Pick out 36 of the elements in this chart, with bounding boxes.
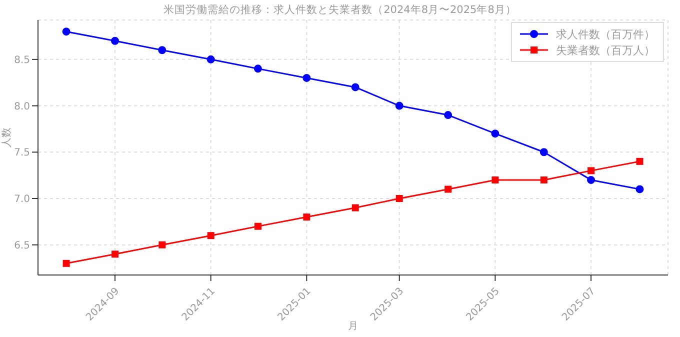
point [491,130,500,138]
point [587,176,596,184]
point [492,176,499,184]
point [303,214,310,221]
point [352,204,359,212]
legend-label: 失業者数（百万人） [556,42,655,58]
point [158,46,166,54]
point [396,195,403,202]
y-tick-label: 8.0 [14,101,30,112]
point [110,36,119,45]
point [540,148,548,156]
chart-title: 米国労働需給の推移：求人件数と失業者数（2024年8月〜2025年8月） [162,3,518,17]
point [588,167,595,174]
point [254,64,262,73]
legend-label: 求人件数（百万件） [556,26,655,42]
y-tick-label: 8.5 [14,54,30,66]
point [206,55,215,64]
point [540,176,548,184]
point [351,83,360,92]
point [111,250,118,258]
point [302,74,311,82]
point [62,260,70,267]
point [207,232,214,240]
point [636,158,644,165]
point [444,111,452,120]
point [254,222,262,230]
y-axis-title: 人数 [2,128,13,148]
y-tick-label: 7.5 [14,148,30,159]
point [444,186,452,193]
point [636,185,644,194]
y-tick-label: 7.0 [14,194,30,206]
point [395,102,404,110]
point [62,28,70,36]
point [158,241,166,248]
y-tick-label: 6.5 [14,240,30,252]
x-axis-title: 月 [348,321,358,332]
